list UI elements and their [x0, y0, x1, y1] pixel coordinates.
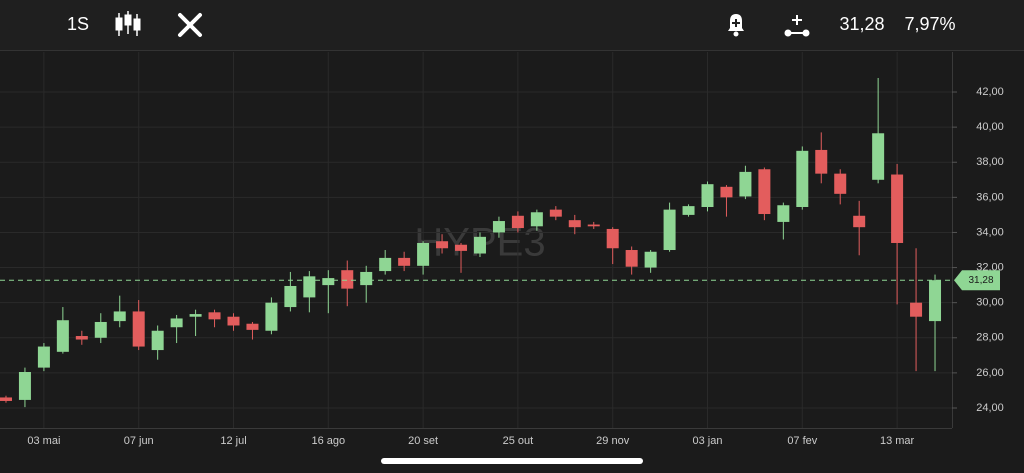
candle-body [303, 276, 316, 298]
candle-body [473, 236, 486, 254]
x-tick-label: 25 out [503, 435, 534, 447]
candle-body [853, 215, 866, 228]
candle-body [701, 184, 714, 207]
candle-body [341, 270, 354, 289]
candle-body [398, 257, 411, 266]
candle-body [0, 397, 12, 401]
candle-body [777, 205, 790, 222]
y-tick-label: 30,00 [976, 297, 1004, 309]
y-tick-label: 26,00 [976, 367, 1004, 379]
candle-body [587, 224, 600, 227]
candle-body [265, 302, 278, 331]
last-price: 31,28 [839, 14, 884, 34]
candle-body [75, 336, 88, 340]
candle-body [246, 323, 259, 330]
chart-type-button[interactable] [115, 11, 141, 36]
add-indicator-button[interactable] [784, 15, 810, 37]
alert-button[interactable] [728, 14, 744, 37]
candle-body [417, 242, 430, 266]
candle-body [360, 271, 373, 286]
candle-body [170, 318, 183, 328]
candle-body [151, 330, 164, 351]
x-tick-label: 12 jul [220, 435, 246, 447]
candle-body [379, 257, 392, 272]
candle-body [549, 209, 562, 217]
last-price-label: 31,28 [968, 275, 993, 286]
x-tick-label: 20 set [408, 435, 438, 447]
candle-body [208, 312, 221, 320]
candle-body [113, 311, 126, 322]
candle-body [910, 302, 923, 317]
candle-body [663, 209, 676, 251]
candle-body [37, 346, 50, 368]
candle-body [891, 174, 904, 243]
candle-body [796, 150, 809, 207]
x-tick-label: 13 mar [880, 435, 915, 447]
x-tick-label: 03 mai [27, 435, 60, 447]
candle-body [758, 169, 771, 215]
candle-body [720, 186, 733, 198]
y-tick-label: 36,00 [976, 191, 1004, 203]
x-tick-label: 29 nov [596, 435, 630, 447]
x-tick-label: 03 jan [693, 435, 723, 447]
candle-body [436, 241, 449, 249]
y-tick-label: 42,00 [976, 86, 1004, 98]
x-tick-label: 07 fev [787, 435, 817, 447]
candle-body [530, 212, 543, 227]
home-indicator [381, 458, 643, 464]
candle-body [834, 173, 847, 194]
candle-body [511, 215, 524, 229]
x-tick-label: 07 jun [124, 435, 154, 447]
candle-body [872, 133, 885, 180]
candle-body [227, 316, 240, 326]
candle-body [625, 250, 638, 267]
x-tick-label: 16 ago [311, 435, 345, 447]
candle-body [56, 320, 69, 352]
candle-body [644, 251, 657, 268]
interval-button[interactable]: 1S [67, 14, 89, 34]
y-tick-label: 34,00 [976, 226, 1004, 238]
y-tick-label: 40,00 [976, 121, 1004, 133]
candle-body [132, 311, 145, 347]
candle-body [815, 149, 828, 174]
candle-body [455, 244, 468, 251]
candle-body [94, 321, 107, 338]
y-tick-label: 38,00 [976, 156, 1004, 168]
candle-body [606, 228, 619, 249]
candle-body [189, 314, 202, 317]
candle-body [18, 372, 31, 400]
candle-body [322, 278, 335, 286]
candle-body [568, 220, 581, 228]
y-tick-label: 28,00 [976, 332, 1004, 344]
tools-button[interactable] [178, 13, 202, 37]
candle-body [284, 285, 297, 308]
candle-body [739, 171, 752, 197]
y-tick-label: 24,00 [976, 402, 1004, 414]
candle-body [492, 221, 505, 233]
price-change: 7,97% [904, 14, 955, 34]
last-price-tag [954, 270, 1000, 291]
candle-body [682, 206, 695, 215]
candle-body [929, 280, 942, 322]
toolbar [0, 0, 1024, 50]
